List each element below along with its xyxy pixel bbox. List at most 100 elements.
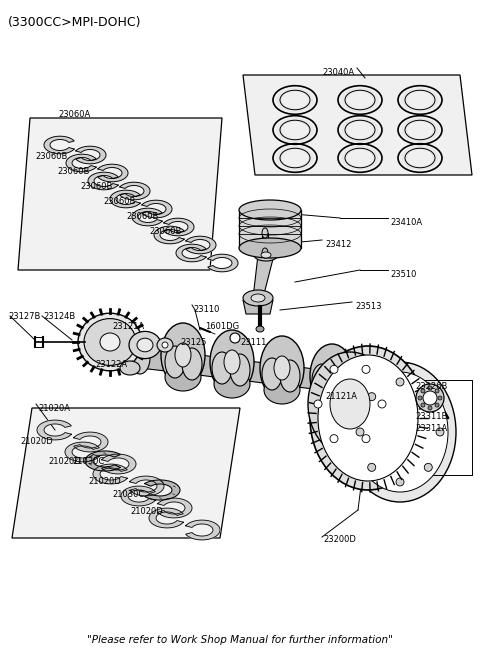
Text: 23121A: 23121A xyxy=(112,322,144,331)
Polygon shape xyxy=(132,208,162,226)
Text: 23226B: 23226B xyxy=(415,382,447,391)
Ellipse shape xyxy=(407,122,433,138)
Ellipse shape xyxy=(276,88,313,112)
Polygon shape xyxy=(98,164,128,182)
Text: 23513: 23513 xyxy=(355,302,382,311)
Polygon shape xyxy=(120,182,150,200)
Polygon shape xyxy=(44,136,74,154)
Ellipse shape xyxy=(401,88,439,112)
Ellipse shape xyxy=(175,343,191,367)
Ellipse shape xyxy=(157,338,173,352)
Ellipse shape xyxy=(264,376,300,404)
Text: 23510: 23510 xyxy=(390,270,416,279)
Polygon shape xyxy=(102,454,136,474)
Polygon shape xyxy=(130,476,164,496)
Text: 1601DG: 1601DG xyxy=(205,322,239,331)
Polygon shape xyxy=(74,432,108,452)
Ellipse shape xyxy=(282,92,308,108)
Ellipse shape xyxy=(280,360,300,392)
Ellipse shape xyxy=(262,228,268,238)
Ellipse shape xyxy=(282,122,308,138)
Polygon shape xyxy=(88,172,118,190)
Ellipse shape xyxy=(84,318,136,365)
Polygon shape xyxy=(191,354,223,378)
Ellipse shape xyxy=(230,333,240,343)
Ellipse shape xyxy=(274,356,290,380)
Ellipse shape xyxy=(261,252,271,258)
Ellipse shape xyxy=(129,331,161,358)
Ellipse shape xyxy=(214,370,250,398)
Ellipse shape xyxy=(308,352,392,456)
Text: "Please refer to Work Shop Manual for further information": "Please refer to Work Shop Manual for fu… xyxy=(87,635,393,645)
Text: 21030C: 21030C xyxy=(72,457,104,466)
Text: 23060B: 23060B xyxy=(103,197,135,206)
Ellipse shape xyxy=(396,478,404,486)
Polygon shape xyxy=(18,118,222,270)
Polygon shape xyxy=(239,210,301,248)
Ellipse shape xyxy=(362,435,370,443)
Ellipse shape xyxy=(424,392,432,401)
Polygon shape xyxy=(186,520,220,540)
Text: 23060B: 23060B xyxy=(35,152,67,161)
Text: 21030C: 21030C xyxy=(112,490,144,499)
Polygon shape xyxy=(93,464,127,484)
Ellipse shape xyxy=(230,354,250,386)
Ellipse shape xyxy=(352,372,448,492)
Polygon shape xyxy=(289,366,323,390)
Text: 23060B: 23060B xyxy=(126,212,158,221)
Ellipse shape xyxy=(165,346,185,378)
Ellipse shape xyxy=(428,386,432,390)
Ellipse shape xyxy=(254,249,278,261)
Ellipse shape xyxy=(424,463,432,472)
Text: 23412: 23412 xyxy=(325,240,351,249)
Ellipse shape xyxy=(358,370,378,402)
Polygon shape xyxy=(239,360,273,384)
Text: 23124B: 23124B xyxy=(43,312,75,321)
Text: 21020D: 21020D xyxy=(20,437,53,446)
Polygon shape xyxy=(253,255,274,298)
Polygon shape xyxy=(176,244,206,262)
Ellipse shape xyxy=(330,435,338,443)
Ellipse shape xyxy=(368,392,376,401)
Ellipse shape xyxy=(212,352,232,384)
Ellipse shape xyxy=(330,366,350,398)
Text: 23040A: 23040A xyxy=(322,68,354,77)
Text: 23200D: 23200D xyxy=(323,535,356,544)
Ellipse shape xyxy=(314,400,322,408)
Ellipse shape xyxy=(330,379,370,429)
Ellipse shape xyxy=(347,122,373,138)
Polygon shape xyxy=(65,442,99,462)
Ellipse shape xyxy=(282,150,308,166)
Polygon shape xyxy=(142,200,172,218)
Ellipse shape xyxy=(260,336,304,400)
Text: 23111: 23111 xyxy=(240,338,266,347)
Polygon shape xyxy=(158,498,192,518)
Text: 21020D: 21020D xyxy=(88,477,121,486)
Polygon shape xyxy=(164,218,194,236)
Ellipse shape xyxy=(407,150,433,166)
Text: 23127B: 23127B xyxy=(8,312,40,321)
Polygon shape xyxy=(243,75,472,175)
Text: 23060A: 23060A xyxy=(58,110,90,119)
Ellipse shape xyxy=(330,365,338,373)
Ellipse shape xyxy=(251,294,265,302)
Ellipse shape xyxy=(423,391,437,405)
Ellipse shape xyxy=(418,396,422,400)
Polygon shape xyxy=(338,372,370,396)
Ellipse shape xyxy=(435,403,439,407)
Ellipse shape xyxy=(421,389,425,393)
Ellipse shape xyxy=(428,406,432,410)
Polygon shape xyxy=(262,233,268,253)
Ellipse shape xyxy=(324,364,340,388)
Ellipse shape xyxy=(312,364,332,396)
Polygon shape xyxy=(85,451,120,471)
Ellipse shape xyxy=(421,403,425,407)
Ellipse shape xyxy=(396,378,404,386)
Text: 23060B: 23060B xyxy=(57,167,89,176)
Ellipse shape xyxy=(341,88,379,112)
Ellipse shape xyxy=(401,146,439,170)
Ellipse shape xyxy=(347,150,373,166)
Polygon shape xyxy=(208,254,238,272)
Ellipse shape xyxy=(368,463,376,472)
Ellipse shape xyxy=(182,348,202,380)
